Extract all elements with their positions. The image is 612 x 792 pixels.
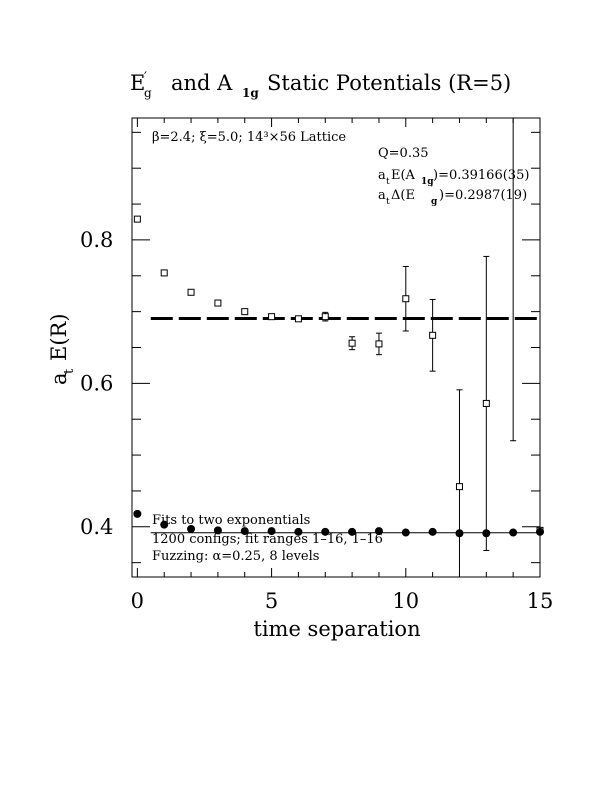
- circle-point: [160, 520, 169, 529]
- energy-t: t: [386, 177, 390, 187]
- y-label-main: a: [47, 372, 71, 385]
- energy-rest1: E(A: [391, 168, 416, 183]
- annotations: β=2.4; ξ=5.0; 14³×56 Lattice Q=0.35 a t …: [152, 130, 529, 564]
- square-point: [187, 288, 195, 296]
- circle-point: [213, 526, 222, 535]
- title-mid: and A: [171, 71, 233, 95]
- circle-point: [401, 528, 410, 537]
- title-e-prime: ′: [144, 70, 147, 85]
- delta-rest1: Δ(E: [391, 188, 415, 203]
- square-point: [321, 313, 329, 321]
- x-tick-label: 10: [392, 589, 419, 613]
- tick-labels: 0 5 10 15 0.4 0.6 0.8: [80, 228, 553, 613]
- circle-point: [240, 527, 249, 536]
- circle-point: [294, 527, 303, 536]
- title-end: Static Potentials (R=5): [267, 71, 511, 95]
- square-point: [214, 299, 222, 307]
- square-point: [375, 340, 383, 348]
- fit-lines: [150, 317, 540, 534]
- square-point: [294, 315, 302, 323]
- square-point: [455, 483, 463, 491]
- square-point: [429, 331, 437, 339]
- configs-annotation: 1200 configs; fit ranges 1–16, 1–16: [152, 532, 383, 547]
- square-point: [348, 339, 356, 347]
- delta-a: a: [378, 188, 386, 203]
- circle-point: [187, 524, 196, 533]
- x-tick-label: 5: [265, 589, 278, 613]
- energy-a: a: [378, 168, 386, 183]
- square-point: [268, 313, 276, 321]
- delta-prime: ′: [431, 185, 433, 195]
- y-axis-label: a t E(R): [47, 313, 77, 385]
- x-axis-label: time separation: [253, 617, 420, 641]
- delta-rest2: )=0.2987(19): [439, 188, 527, 203]
- circle-point: [455, 529, 464, 538]
- fuzzing-annotation: Fuzzing: α=0.25, 8 levels: [152, 549, 319, 564]
- square-point: [133, 215, 141, 223]
- series-open-squares: [133, 118, 544, 577]
- plot-frame: [131, 117, 541, 578]
- chart-title: E ′ g and A 1g Static Potentials (R=5): [130, 70, 511, 100]
- circle-point: [133, 509, 142, 518]
- axis-ticks: [132, 118, 541, 577]
- circle-point: [482, 529, 491, 538]
- energy-rest2: )=0.39166(35): [433, 168, 529, 183]
- energy-sub: 1g: [421, 177, 434, 187]
- q-annotation: Q=0.35: [378, 146, 429, 161]
- y-label-rest: E(R): [47, 313, 71, 361]
- series-filled-circles: [133, 509, 544, 538]
- delta-sub: g: [431, 197, 438, 207]
- x-tick-label: 0: [131, 589, 144, 613]
- y-label-sub: t: [62, 368, 77, 374]
- circle-point: [509, 528, 518, 537]
- fits-annotation: Fits to two exponentials: [152, 513, 310, 528]
- x-tick-label: 15: [527, 589, 554, 613]
- square-point: [402, 295, 410, 303]
- square-point: [482, 399, 490, 407]
- circle-point: [348, 527, 357, 536]
- title-a-sub: 1g: [242, 86, 259, 100]
- title-e: E: [130, 71, 145, 95]
- y-tick-label: 0.6: [80, 371, 113, 395]
- y-tick-label: 0.4: [80, 515, 113, 539]
- circle-point: [428, 527, 437, 536]
- square-point: [160, 269, 168, 277]
- delta-t: t: [386, 197, 390, 207]
- circle-point: [374, 527, 383, 536]
- y-tick-label: 0.8: [80, 228, 113, 252]
- title-e-sub: g: [144, 86, 152, 100]
- circle-point: [321, 527, 330, 536]
- circle-point: [536, 527, 544, 536]
- circle-point: [267, 527, 276, 536]
- square-point: [241, 308, 249, 316]
- lattice-annotation: β=2.4; ξ=5.0; 14³×56 Lattice: [152, 130, 346, 145]
- plot-border: [131, 117, 541, 578]
